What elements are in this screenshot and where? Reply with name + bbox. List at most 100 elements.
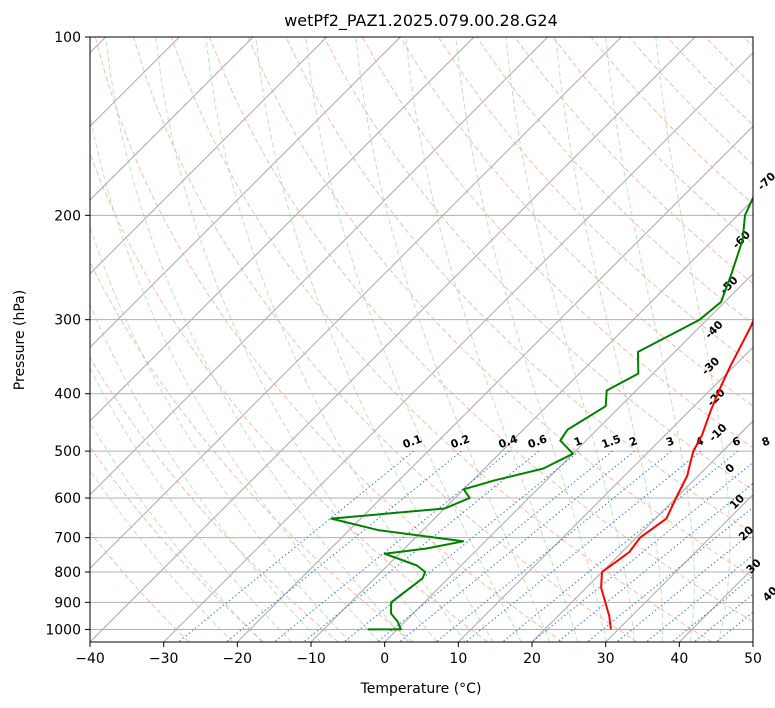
x-axis-label: Temperature (°C) <box>360 681 482 697</box>
mixing-ratio-line <box>586 506 753 642</box>
moist-adiabat-line <box>90 367 292 642</box>
dry-adiabat-line <box>399 37 753 407</box>
moist-adiabat-line <box>405 37 579 642</box>
mixing-ratio-label: 1 <box>572 434 584 449</box>
dry-adiabat-line <box>90 446 264 642</box>
mixing-ratio-line <box>343 450 580 642</box>
y-tick-label: 500 <box>54 444 81 460</box>
moist-adiabat-line <box>205 37 466 642</box>
y-tick-label: 800 <box>54 565 81 581</box>
mixing-ratio-line <box>303 450 540 642</box>
isotherm-line <box>90 37 696 642</box>
mixing-ratio-line <box>465 450 702 642</box>
mixing-ratio-line <box>557 482 753 642</box>
moist-adiabat-line <box>605 37 695 642</box>
dry-adiabat-line <box>171 37 712 642</box>
y-tick-label: 300 <box>54 313 81 329</box>
mixing-ratio-label: 0.2 <box>449 432 472 451</box>
mixing-ratio-label: 8 <box>760 434 772 449</box>
x-tick-label: 40 <box>670 651 688 667</box>
dry-adiabat-line <box>437 37 753 366</box>
mixing-ratio-line <box>273 450 510 642</box>
isotherm-line <box>752 641 753 642</box>
y-tick-label: 100 <box>54 30 81 46</box>
isotherm-line <box>90 37 254 201</box>
mixing-ratio-line <box>645 554 753 642</box>
y-axis-label: Pressure (hPa) <box>12 290 28 390</box>
moist-adiabat-line <box>555 37 663 642</box>
background-lines <box>90 37 753 642</box>
isotherm-label: -70 <box>755 170 775 193</box>
mixing-ratio-line <box>616 530 753 642</box>
mixing-ratio-label: 3 <box>664 434 676 449</box>
y-axis: 100 200 300 400 500 600 700 800 900 1000 <box>45 30 90 638</box>
mixing-ratio-line <box>531 461 753 642</box>
plot-background <box>90 37 753 642</box>
y-tick-label: 400 <box>54 387 81 403</box>
dewpoint-series-line <box>330 195 753 631</box>
isotherm-line <box>90 37 622 570</box>
isotherm-line <box>90 37 328 275</box>
x-tick-label: 10 <box>449 651 467 667</box>
isotherm-line <box>605 493 753 642</box>
isotherm-line <box>457 346 753 642</box>
x-tick-label: −10 <box>296 651 326 667</box>
chart-title: wetPf2_PAZ1.2025.079.00.28.G24 <box>284 11 558 31</box>
temperature-series-line <box>600 319 753 630</box>
moist-adiabat-line <box>90 469 234 642</box>
moist-adiabat-line <box>90 224 351 642</box>
moist-adiabat-line <box>455 37 607 642</box>
mixing-ratio-label: 4 <box>694 434 706 449</box>
isotherm-line <box>384 272 753 642</box>
isotherm-line <box>163 51 753 642</box>
dry-adiabat-line <box>90 260 414 642</box>
moist-adiabat-line <box>655 37 731 642</box>
moist-adiabat-line <box>305 37 522 642</box>
dry-adiabat-line <box>90 356 339 642</box>
isotherm-line <box>90 37 401 349</box>
isotherm-line <box>90 37 549 496</box>
moist-adiabat-line <box>90 303 322 642</box>
mixing-ratio-label: 2 <box>627 434 639 449</box>
y-tick-label: 700 <box>54 531 81 547</box>
dry-adiabat-line <box>514 37 753 285</box>
dry-adiabat-line <box>285 37 753 534</box>
mixing-ratio-label: 0.1 <box>401 432 424 451</box>
dry-adiabat-label: 40 <box>760 584 775 604</box>
mixing-ratio-line <box>178 450 414 642</box>
x-tick-label: 20 <box>523 651 541 667</box>
dry-adiabat-line <box>132 37 638 642</box>
moist-adiabat-line <box>90 421 263 642</box>
moist-adiabat-line <box>505 37 635 642</box>
mixing-ratio-label: 6 <box>731 434 743 449</box>
mixing-ratio-line <box>671 575 753 642</box>
moist-adiabat-line <box>355 37 551 642</box>
dry-adiabat-line <box>209 37 753 623</box>
moist-adiabat-line <box>255 37 494 642</box>
moist-adiabat-line <box>90 111 380 642</box>
dry-adiabat-line <box>90 531 190 642</box>
profile-series <box>330 195 753 631</box>
mixing-ratio-label: 1.5 <box>600 432 623 451</box>
dry-adiabat-line <box>94 37 563 642</box>
y-tick-label: 200 <box>54 208 81 224</box>
x-tick-label: −40 <box>75 651 105 667</box>
isotherm-line <box>531 420 753 642</box>
moist-adiabat-line <box>105 37 410 642</box>
y-tick-label: 1000 <box>45 622 81 638</box>
mixing-ratio-line <box>399 450 635 642</box>
mixing-ratio-label: 0.6 <box>526 432 549 451</box>
mixing-ratio-line <box>376 450 613 642</box>
y-tick-label: 600 <box>54 491 81 507</box>
x-tick-label: −20 <box>223 651 253 667</box>
mixing-ratio-line <box>693 593 753 642</box>
x-tick-label: 0 <box>380 651 389 667</box>
y-tick-label: 900 <box>54 595 81 611</box>
isotherm-line <box>90 37 475 422</box>
plot-frame <box>89 36 754 643</box>
mixing-ratio-line <box>502 450 738 642</box>
x-tick-label: 30 <box>597 651 615 667</box>
dry-adiabat-line <box>90 151 488 642</box>
mixing-ratio-line <box>435 450 672 642</box>
